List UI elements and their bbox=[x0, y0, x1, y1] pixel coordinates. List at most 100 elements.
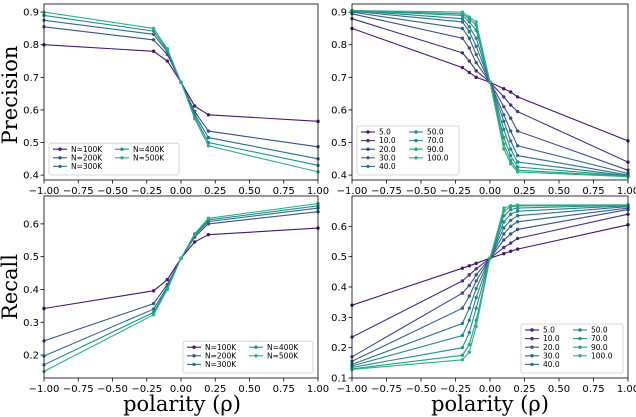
y-tick-label: 0.5 bbox=[23, 138, 39, 149]
x-tick-label: −0.50 bbox=[97, 186, 128, 197]
legend-label: 30.0 bbox=[543, 351, 560, 360]
data-point bbox=[467, 46, 471, 50]
x-tick-label: −0.25 bbox=[440, 186, 471, 197]
y-tick-label: 0.2 bbox=[23, 351, 39, 362]
legend-swatch-marker bbox=[366, 138, 370, 143]
data-point bbox=[206, 113, 211, 117]
data-point bbox=[474, 44, 478, 49]
data-point bbox=[474, 273, 478, 277]
data-point bbox=[502, 220, 506, 224]
y-tick-label: 0.2 bbox=[331, 343, 347, 354]
data-point bbox=[206, 216, 211, 220]
data-point bbox=[467, 306, 471, 310]
data-point bbox=[467, 342, 471, 347]
axes-frame bbox=[351, 3, 629, 181]
data-point bbox=[165, 287, 169, 292]
data-point bbox=[474, 295, 478, 300]
data-point bbox=[502, 251, 506, 256]
data-point bbox=[509, 147, 513, 151]
data-point bbox=[193, 240, 197, 244]
legend-swatch-marker bbox=[530, 336, 534, 341]
legend-frame bbox=[520, 323, 624, 374]
data-point bbox=[467, 283, 471, 288]
data-point bbox=[151, 38, 156, 42]
x-axis-label-left: polarity (ρ) bbox=[123, 392, 241, 416]
data-point bbox=[151, 301, 156, 306]
x-tick-label: 0.25 bbox=[204, 186, 226, 197]
x-tick-label: −0.75 bbox=[63, 186, 94, 197]
data-point bbox=[206, 232, 211, 237]
data-point bbox=[165, 59, 169, 63]
series-line-2 bbox=[43, 19, 319, 160]
x-tick-label: 1.00 bbox=[307, 384, 329, 395]
data-point bbox=[515, 170, 520, 174]
x-tick-label: 0.75 bbox=[582, 186, 604, 197]
series-line-0 bbox=[351, 224, 629, 306]
data-point bbox=[509, 116, 513, 120]
x-tick-label: 0.00 bbox=[479, 384, 501, 395]
data-point bbox=[502, 232, 506, 236]
data-point bbox=[151, 313, 156, 317]
data-point bbox=[502, 95, 506, 99]
series-line-0 bbox=[43, 227, 319, 310]
y-tick-label: 0.5 bbox=[331, 252, 347, 263]
data-point bbox=[460, 36, 465, 40]
legend-swatch-marker bbox=[254, 345, 258, 349]
x-tick-label: 1.00 bbox=[307, 186, 329, 197]
data-point bbox=[502, 87, 506, 91]
x-tick-label: 0.25 bbox=[513, 384, 535, 395]
panel-recall-alpha: −1.00 −0.75 −0.50 −0.25 0.00 0.25 0.50 0.75 1.00… bbox=[331, 195, 636, 395]
legend-label: N=500K bbox=[133, 153, 165, 162]
legend-label: 30.0 bbox=[379, 153, 396, 162]
data-point bbox=[193, 232, 197, 236]
x-tick-label: −1.00 bbox=[337, 384, 368, 395]
data-point bbox=[502, 238, 506, 242]
legend-swatch-marker bbox=[366, 147, 370, 151]
data-point bbox=[474, 52, 478, 57]
legend-label: N=100K bbox=[71, 145, 103, 154]
legend-swatch-marker bbox=[366, 164, 370, 169]
data-point bbox=[460, 306, 465, 310]
legend-swatch-marker bbox=[414, 147, 418, 151]
x-tick-label: −0.75 bbox=[63, 384, 94, 395]
data-point bbox=[467, 294, 471, 298]
data-point bbox=[460, 26, 465, 31]
legend-frame bbox=[48, 142, 180, 176]
data-point bbox=[467, 36, 471, 40]
data-point bbox=[515, 220, 520, 224]
y-tick-label: 0.6 bbox=[331, 222, 347, 233]
y-tick-label: 0.8 bbox=[331, 40, 347, 51]
x-tick-label: 0.25 bbox=[513, 186, 535, 197]
y-tick-label: 0.3 bbox=[331, 313, 347, 324]
legend-swatch-marker bbox=[192, 362, 196, 367]
legend-label: N=300K bbox=[71, 162, 103, 171]
data-point bbox=[467, 59, 471, 63]
data-point bbox=[206, 129, 211, 133]
data-point bbox=[509, 139, 513, 143]
data-point bbox=[151, 49, 156, 53]
axes-frame bbox=[43, 195, 319, 379]
legend-swatch-marker bbox=[58, 156, 62, 160]
data-point bbox=[460, 321, 465, 326]
legend-label: 40.0 bbox=[379, 162, 396, 171]
legend-label: N=200K bbox=[71, 153, 103, 162]
data-point bbox=[515, 144, 520, 148]
data-point bbox=[474, 75, 478, 80]
data-point bbox=[467, 15, 471, 19]
legend-label: 50.0 bbox=[591, 326, 608, 335]
legend-swatch-marker bbox=[58, 147, 62, 151]
data-point bbox=[509, 153, 513, 158]
legend-swatch-marker bbox=[578, 345, 582, 349]
y-tick-label: 0.5 bbox=[23, 252, 39, 263]
data-point bbox=[474, 36, 478, 40]
data-point bbox=[474, 261, 478, 266]
x-tick-label: −0.25 bbox=[131, 384, 162, 395]
x-tick-label: 0.50 bbox=[548, 384, 570, 395]
data-point bbox=[467, 264, 471, 268]
x-tick-label: −0.25 bbox=[440, 384, 471, 395]
data-point bbox=[193, 117, 197, 121]
y-tick-label: 0.9 bbox=[23, 8, 39, 19]
legend-swatch-marker bbox=[58, 164, 62, 169]
